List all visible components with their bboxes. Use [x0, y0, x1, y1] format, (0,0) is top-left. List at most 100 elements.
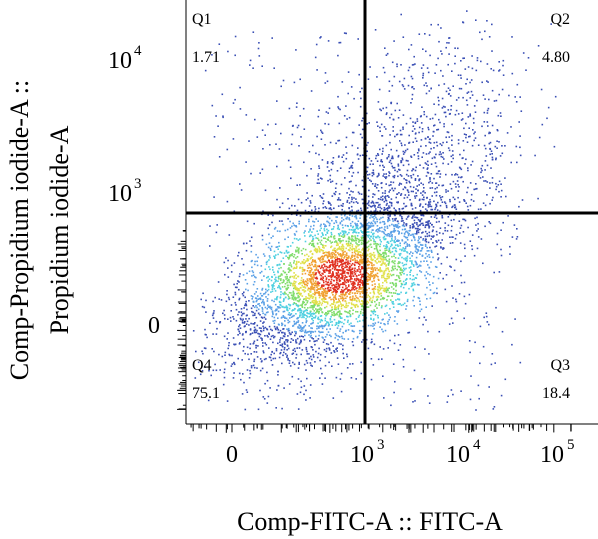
event-dot — [388, 90, 391, 92]
event-dot — [374, 204, 376, 207]
event-dot — [335, 182, 338, 185]
event-dot — [301, 289, 304, 291]
event-dot — [321, 159, 324, 161]
event-dot — [389, 201, 391, 204]
event-dot — [308, 316, 311, 318]
event-dot — [493, 100, 496, 102]
event-dot — [289, 304, 292, 306]
event-dot — [403, 222, 405, 224]
event-dot — [287, 298, 290, 300]
event-dot — [311, 287, 313, 290]
event-dot — [383, 200, 386, 203]
event-dot — [370, 378, 373, 381]
event-dot — [400, 193, 403, 195]
event-dot — [385, 278, 387, 280]
event-dot — [345, 293, 347, 295]
event-dot — [501, 152, 504, 155]
event-dot — [334, 333, 337, 335]
event-dot — [370, 258, 372, 261]
event-dot — [259, 298, 262, 301]
event-dot — [380, 160, 382, 163]
event-dot — [340, 343, 342, 345]
event-dot — [384, 238, 387, 240]
event-dot — [202, 352, 204, 355]
event-dot — [215, 320, 218, 323]
event-dot — [230, 320, 232, 322]
event-dot — [359, 320, 361, 322]
event-dot — [460, 281, 463, 284]
event-dot — [284, 316, 286, 319]
event-dot — [334, 261, 337, 264]
event-dot — [470, 79, 473, 81]
event-dot — [431, 182, 434, 184]
event-dot — [412, 63, 415, 66]
event-dot — [351, 299, 353, 302]
event-dot — [462, 96, 464, 99]
event-dot — [417, 157, 420, 160]
event-dot — [302, 286, 305, 288]
event-dot — [479, 31, 481, 34]
event-dot — [339, 248, 341, 250]
event-dot — [352, 344, 355, 347]
event-dot — [329, 282, 332, 285]
event-dot — [388, 154, 390, 156]
event-dot — [318, 239, 320, 241]
event-dot — [489, 222, 492, 225]
event-dot — [291, 298, 294, 300]
event-dot — [244, 325, 246, 327]
event-dot — [396, 293, 399, 295]
event-dot — [272, 357, 275, 360]
event-dot — [250, 353, 252, 355]
event-dot — [330, 276, 332, 279]
event-dot — [290, 264, 292, 266]
event-dot — [352, 337, 355, 340]
event-dot — [423, 198, 425, 201]
event-dot — [434, 187, 437, 190]
event-dot — [482, 176, 484, 178]
event-dot — [268, 224, 271, 226]
event-dot — [355, 231, 358, 234]
event-dot — [283, 298, 285, 300]
event-dot — [426, 232, 428, 235]
event-dot — [480, 238, 483, 240]
event-dot — [245, 300, 247, 303]
event-dot — [346, 291, 348, 294]
event-dot — [452, 180, 455, 183]
event-dot — [301, 305, 303, 307]
event-dot — [287, 268, 290, 270]
event-dot — [283, 341, 286, 343]
event-dot — [412, 235, 415, 237]
event-dot — [415, 251, 418, 254]
event-dot — [332, 265, 334, 268]
event-dot — [410, 190, 413, 193]
event-dot — [322, 269, 325, 271]
event-dot — [205, 311, 207, 313]
event-dot — [321, 319, 324, 322]
event-dot — [335, 191, 337, 193]
event-dot — [388, 270, 390, 273]
event-dot — [342, 272, 344, 275]
event-dot — [319, 274, 322, 276]
event-dot — [312, 299, 314, 302]
event-dot — [385, 258, 387, 261]
event-dot — [215, 115, 217, 117]
event-dot — [253, 360, 255, 363]
event-dot — [377, 206, 379, 208]
event-dot — [337, 244, 339, 246]
event-dot — [411, 255, 413, 257]
event-dot — [368, 157, 371, 160]
event-dot — [498, 70, 500, 72]
event-dot — [435, 230, 438, 233]
event-dot — [315, 335, 317, 338]
event-dot — [386, 273, 389, 276]
event-dot — [420, 214, 422, 216]
event-dot — [380, 196, 382, 199]
event-dot — [311, 304, 314, 307]
event-dot — [379, 298, 382, 301]
event-dot — [355, 378, 357, 380]
event-dot — [222, 383, 225, 386]
event-dot — [302, 247, 305, 250]
event-dot — [296, 102, 298, 104]
event-dot — [307, 312, 309, 315]
event-dot — [354, 286, 356, 288]
